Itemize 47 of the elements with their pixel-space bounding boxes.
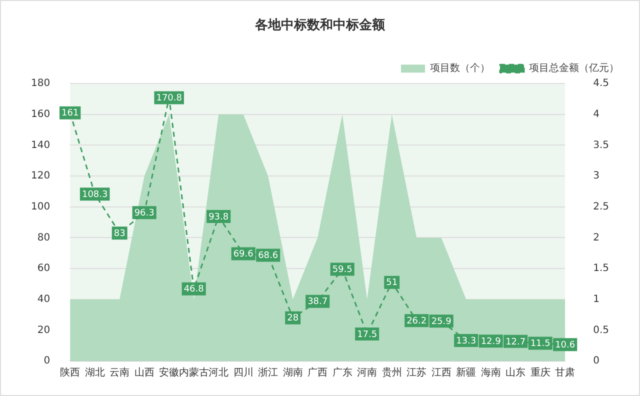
- x-tick-label: 甘肃: [555, 366, 576, 379]
- y2-tick-label: 1: [593, 294, 600, 305]
- y2-tick-label: 4: [593, 109, 600, 120]
- x-tick-label: 海南: [480, 366, 501, 379]
- x-tick-label: 山西: [134, 366, 154, 379]
- x-tick-label: 浙江: [258, 366, 278, 379]
- x-tick-label: 河北: [208, 366, 229, 379]
- chart-title: 各地中标数和中标金额: [254, 17, 386, 34]
- data-label: 83: [114, 228, 126, 239]
- x-tick-label: 贵州: [382, 366, 402, 379]
- x-tick-label: 内蒙古: [178, 366, 209, 379]
- x-tick-label: 安徽: [159, 366, 180, 379]
- y-tick-label: 100: [30, 201, 50, 212]
- x-tick-label: 广西: [308, 366, 328, 379]
- y-tick-label: 140: [30, 140, 50, 151]
- x-tick-label: 云南: [110, 366, 130, 379]
- x-tick-label: 陕西: [60, 366, 80, 379]
- y2-tick-label: 0: [593, 356, 600, 367]
- x-tick-label: 河南: [357, 366, 378, 379]
- y-tick-label: 20: [37, 324, 50, 336]
- y2-tick-label: 3.5: [593, 140, 610, 151]
- y-tick-label: 40: [37, 294, 50, 305]
- x-tick-label: 湖北: [84, 366, 105, 379]
- y-tick-label: 0: [44, 356, 50, 367]
- x-tick-label: 广东: [332, 366, 352, 379]
- y2-tick-label: 0.5: [593, 324, 610, 336]
- x-tick-label: 四川: [233, 366, 254, 379]
- y-tick-label: 80: [37, 232, 50, 244]
- data-label: 28: [287, 314, 299, 324]
- x-tick-label: 山东: [506, 366, 526, 379]
- y2-tick-label: 2: [593, 232, 600, 244]
- y-tick-label: 180: [30, 78, 50, 90]
- x-tick-label: 新疆: [456, 366, 476, 379]
- x-tick-label: 江苏: [406, 366, 427, 379]
- y-tick-label: 120: [30, 170, 50, 182]
- legend-label: 项目总金额（亿元）: [529, 62, 619, 74]
- y2-tick-label: 2.5: [593, 201, 610, 212]
- x-tick-label: 江西: [431, 366, 452, 379]
- y-tick-label: 160: [30, 109, 50, 120]
- legend-label: 项目数（个）: [430, 62, 490, 74]
- x-tick-label: 重庆: [530, 366, 550, 379]
- data-label: 51: [386, 278, 398, 288]
- y2-tick-label: 1.5: [593, 263, 610, 274]
- y-tick-label: 60: [37, 263, 50, 274]
- y2-tick-label: 3: [593, 170, 600, 182]
- y2-tick-label: 4.5: [593, 78, 610, 90]
- x-tick-label: 湖南: [282, 366, 303, 379]
